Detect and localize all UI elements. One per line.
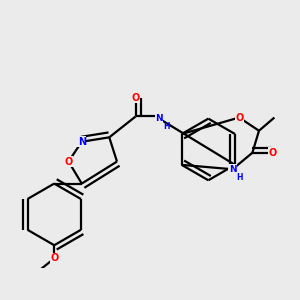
Text: H: H xyxy=(163,122,170,131)
Text: O: O xyxy=(268,148,276,158)
Text: O: O xyxy=(132,93,140,103)
Text: H: H xyxy=(236,173,242,182)
Text: O: O xyxy=(50,254,58,263)
Text: O: O xyxy=(64,157,73,166)
Text: N: N xyxy=(155,114,163,123)
Text: O: O xyxy=(235,112,243,122)
Text: N: N xyxy=(229,165,236,174)
Text: N: N xyxy=(78,137,86,147)
